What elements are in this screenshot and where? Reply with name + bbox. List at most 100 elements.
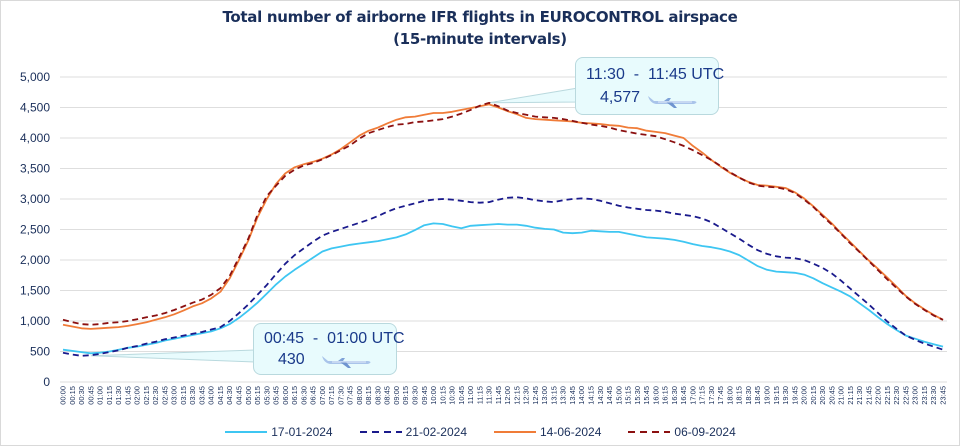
x-tick-label: 20:45 <box>827 386 836 405</box>
x-tick-label: 15:30 <box>633 386 642 405</box>
chart-subtitle: (15-minute intervals) <box>393 30 567 48</box>
legend-swatch <box>628 431 671 433</box>
x-tick-label: 11:15 <box>475 386 484 404</box>
x-tick-label: 03:30 <box>188 386 197 405</box>
x-tick-label: 18:30 <box>744 386 753 405</box>
y-tick-label: 1,000 <box>20 314 50 328</box>
y-tick-label: 2,000 <box>20 253 50 267</box>
x-tick-label: 14:00 <box>577 386 586 405</box>
x-tick-label: 16:00 <box>651 386 660 405</box>
x-tick-label: 23:30 <box>929 386 938 405</box>
x-tick-label: 10:00 <box>429 386 438 405</box>
peak-callout-value: 4,577 <box>600 89 641 106</box>
x-tick-label: 19:15 <box>772 386 781 405</box>
x-tick-label: 16:45 <box>679 386 688 405</box>
x-tick-label: 05:30 <box>262 386 271 405</box>
x-tick-label: 01:30 <box>114 386 123 405</box>
legend-label: 06-09-2024 <box>674 425 736 439</box>
x-tick-label: 08:15 <box>364 386 373 405</box>
x-tick-label: 00:30 <box>77 386 86 405</box>
x-tick-label: 02:00 <box>133 386 142 405</box>
peak-callout: 11:30 - 11:45 UTC 4,577 <box>575 57 724 115</box>
x-tick-label: 01:15 <box>105 386 114 405</box>
x-tick-label: 18:45 <box>753 386 762 405</box>
chart-legend: 17-01-2024 21-02-2024 14-06-2024 06-09-2… <box>0 425 960 439</box>
x-tick-label: 20:15 <box>809 386 818 405</box>
x-tick-label: 07:45 <box>346 386 355 405</box>
x-tick-label: 12:15 <box>512 386 521 405</box>
x-tick-label: 00:45 <box>86 386 95 405</box>
x-tick-label: 02:45 <box>160 386 169 405</box>
x-tick-label: 21:00 <box>837 386 846 405</box>
legend-swatch <box>225 431 268 433</box>
low-callout-value: 430 <box>278 351 305 368</box>
x-tick-label: 11:45 <box>494 386 503 404</box>
x-tick-label: 05:45 <box>272 386 281 405</box>
y-tick-label: 2,500 <box>20 223 50 237</box>
x-tick-label: 01:45 <box>123 386 132 405</box>
x-tick-label: 04:15 <box>216 386 225 405</box>
y-tick-label: 4,500 <box>20 101 50 115</box>
x-tick-label: 13:45 <box>568 386 577 405</box>
x-tick-label: 08:00 <box>355 386 364 405</box>
x-tick-label: 19:45 <box>790 386 799 405</box>
x-tick-label: 00:15 <box>68 386 77 405</box>
y-tick-label: 0 <box>43 375 50 389</box>
x-tick-label: 02:30 <box>151 386 160 405</box>
x-tick-label: 03:15 <box>179 386 188 405</box>
x-tick-label: 03:45 <box>197 386 206 405</box>
x-tick-label: 22:15 <box>883 386 892 405</box>
legend-label: 21-02-2024 <box>405 425 467 439</box>
x-tick-label: 03:00 <box>170 386 179 405</box>
x-tick-label: 11:00 <box>466 386 475 404</box>
x-tick-label: 21:30 <box>855 386 864 405</box>
x-tick-label: 14:15 <box>587 386 596 405</box>
x-tick-label: 19:30 <box>781 386 790 405</box>
x-tick-label: 17:00 <box>688 386 697 405</box>
x-tick-label: 07:00 <box>318 386 327 405</box>
gridlines <box>60 76 947 383</box>
peak-callout-pointer <box>489 87 579 104</box>
x-tick-label: 19:00 <box>763 386 772 405</box>
x-tick-label: 01:00 <box>96 386 105 405</box>
x-tick-label: 20:00 <box>800 386 809 405</box>
x-tick-label: 11:30 <box>485 386 494 404</box>
x-tick-label: 04:45 <box>235 386 244 405</box>
x-tick-label: 04:30 <box>225 386 234 405</box>
x-tick-label: 22:00 <box>874 386 883 405</box>
x-tick-label: 07:15 <box>327 386 336 405</box>
x-tick-label: 18:15 <box>735 386 744 405</box>
x-tick-label: 06:15 <box>290 386 299 405</box>
x-tick-label: 18:00 <box>725 386 734 405</box>
x-axis-ticks: 00:00 00:15 00:30 00:45 01:00 01:15 01:30 01:45… <box>59 386 948 405</box>
x-tick-label: 02:15 <box>142 386 151 405</box>
airplane-icon <box>648 96 697 108</box>
x-tick-label: 17:30 <box>707 386 716 405</box>
legend-item: 21-02-2024 <box>359 425 467 439</box>
x-tick-label: 06:30 <box>299 386 308 405</box>
x-tick-label: 09:00 <box>392 386 401 405</box>
x-tick-label: 23:00 <box>911 386 920 405</box>
series-lines <box>62 101 944 357</box>
x-tick-label: 14:30 <box>596 386 605 405</box>
x-tick-label: 15:15 <box>624 386 633 405</box>
x-tick-label: 15:00 <box>614 386 623 405</box>
x-tick-label: 07:30 <box>336 386 345 405</box>
x-tick-label: 15:45 <box>642 386 651 405</box>
x-tick-label: 16:15 <box>661 386 670 405</box>
legend-swatch <box>359 431 402 433</box>
x-tick-label: 06:00 <box>281 386 290 405</box>
low-callout-time: 00:45 - 01:00 UTC <box>264 330 405 347</box>
peak-callout-time: 11:30 - 11:45 UTC <box>586 66 725 83</box>
x-tick-label: 21:15 <box>846 386 855 405</box>
x-tick-label: 09:30 <box>411 386 420 405</box>
x-tick-label: 21:45 <box>864 386 873 405</box>
x-tick-label: 05:15 <box>253 386 262 405</box>
x-tick-label: 09:15 <box>401 386 410 405</box>
series-line-06-09-2024 <box>62 101 944 326</box>
legend-swatch <box>494 431 536 433</box>
x-tick-label: 13:00 <box>540 386 549 405</box>
x-tick-label: 09:45 <box>420 386 429 405</box>
x-tick-label: 10:15 <box>438 386 447 405</box>
